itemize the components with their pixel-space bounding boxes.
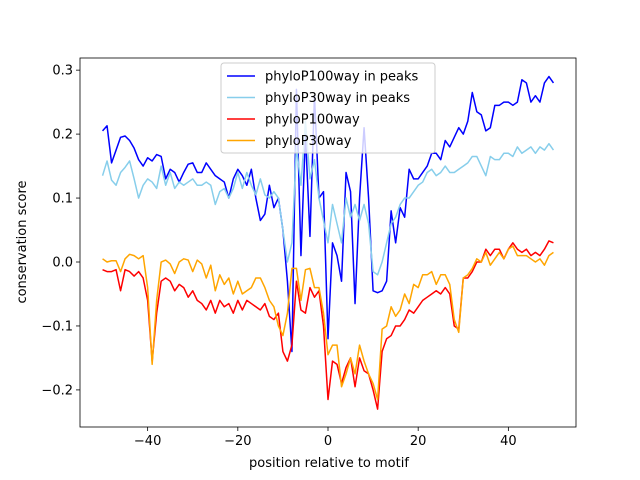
x-tick-label: 0	[324, 434, 332, 449]
legend-label: phyloP30way	[265, 134, 352, 149]
legend-label: phyloP100way in peaks	[265, 70, 419, 85]
plot-frame	[79, 57, 577, 428]
y-tick-label: 0.0	[52, 256, 73, 271]
series-line	[101, 75, 555, 353]
x-tick-label: −40	[134, 434, 161, 449]
y-tick-label: 0.3	[52, 64, 73, 79]
x-tick-label: −20	[224, 434, 251, 449]
y-axis-label: conservation score	[15, 180, 30, 303]
series-line	[102, 240, 554, 410]
legend-label: phyloP100way	[265, 113, 360, 128]
series-line	[102, 245, 554, 401]
y-tick-label: 0.1	[52, 192, 73, 207]
x-axis-label: position relative to motif	[249, 456, 409, 471]
series-line	[101, 120, 555, 276]
y-tick-label: 0.2	[52, 128, 73, 143]
legend-box	[220, 62, 436, 154]
y-tick-label: −0.2	[41, 383, 73, 398]
x-tick-label: 40	[500, 434, 517, 449]
legend-label: phyloP30way in peaks	[265, 91, 410, 106]
y-tick-label: −0.1	[41, 319, 73, 334]
x-tick-label: 20	[410, 434, 427, 449]
